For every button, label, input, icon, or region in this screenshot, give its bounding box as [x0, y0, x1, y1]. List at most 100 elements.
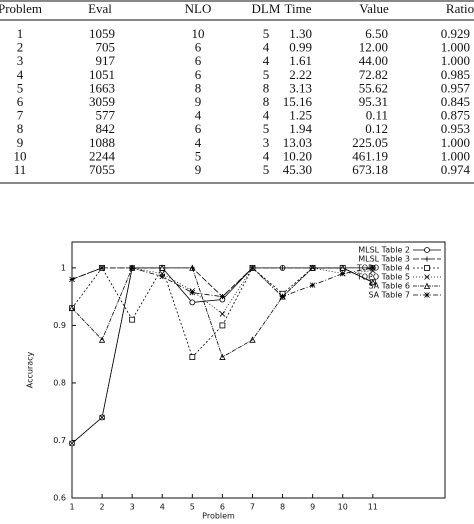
table-cell: 6.50 — [365, 26, 388, 41]
table-cell: 95.31 — [359, 94, 388, 109]
marker — [219, 293, 226, 300]
table-cell: 0.875 — [441, 108, 470, 123]
marker — [189, 289, 196, 296]
legend-marker — [424, 256, 430, 262]
marker — [339, 264, 346, 271]
table-cell: 3.13 — [289, 80, 312, 95]
table-cell: 917 — [96, 53, 116, 68]
legend-label: TOPO Table 4 — [356, 264, 410, 273]
marker — [99, 265, 105, 271]
accuracy-chart: 0.60.70.80.911 2 3 4 5 6 7 8 9 10 11ProblemAccurac… — [26, 241, 446, 521]
table-cell: 0.957 — [441, 80, 471, 95]
table-cell: 9 — [195, 162, 202, 177]
table-cell: 2 — [17, 40, 24, 55]
marker — [219, 322, 226, 329]
y-axis-label: Accuracy — [26, 351, 35, 388]
table-cell: 0.953 — [441, 121, 470, 136]
table-cell: 6 — [195, 67, 202, 82]
marker — [280, 265, 286, 271]
table-cell: 45.30 — [283, 162, 312, 177]
table-cell: 461.19 — [352, 148, 388, 163]
marker — [69, 440, 75, 447]
table-cell: 225.05 — [352, 135, 388, 150]
marker — [98, 336, 106, 343]
legend-label: SA Table 7 — [368, 291, 410, 300]
table-cell: 6 — [195, 53, 202, 68]
y-tick-label: 0.9 — [53, 321, 66, 330]
table-cell: 10 — [192, 26, 205, 41]
marker — [309, 264, 316, 271]
table-cell: 1.000 — [441, 135, 470, 150]
marker — [189, 264, 196, 271]
series-line — [71, 267, 373, 298]
table-cell: 0.985 — [441, 67, 470, 82]
legend-label: MLSL Table 2 — [358, 246, 410, 255]
legend-label: MLSL Table 3 — [358, 255, 410, 264]
x-tick-label: 11 — [368, 503, 378, 512]
table-cell: 5 — [263, 162, 270, 177]
legend-marker — [424, 274, 430, 280]
table-cell: 4 — [17, 67, 24, 82]
table-cell: 7 — [17, 108, 24, 123]
marker — [129, 316, 136, 323]
column-header: Eval — [88, 1, 112, 16]
marker — [249, 265, 256, 271]
table-cell: 1 — [17, 26, 24, 41]
table-cell: 9 — [17, 135, 24, 150]
table-cell: 1.000 — [441, 148, 470, 163]
x-tick-label: 8 — [280, 503, 285, 512]
table-cell: 72.82 — [359, 67, 388, 82]
x-tick-label: 10 — [338, 503, 348, 512]
table-cell: 1.61 — [289, 53, 312, 68]
table-cell: 0.12 — [365, 121, 388, 136]
table-cell: 0.845 — [441, 94, 470, 109]
marker — [189, 299, 196, 306]
column-header: NLO — [185, 1, 212, 16]
y-tick-label: 0.8 — [53, 378, 66, 387]
table-cell: 577 — [96, 108, 116, 123]
table-cell: 4 — [263, 148, 270, 163]
table-cell: 0.11 — [366, 108, 388, 123]
x-tick-label: 4 — [160, 503, 165, 512]
table-cell: 6 — [195, 40, 202, 55]
marker — [219, 311, 226, 317]
column-header: Value — [359, 1, 389, 16]
table-cell: 4 — [263, 53, 270, 68]
table-cell: 2244 — [89, 148, 116, 163]
table-cell: 10 — [14, 148, 27, 163]
series-line — [71, 267, 373, 444]
table-cell: 5 — [263, 67, 270, 82]
marker — [159, 264, 166, 271]
table-cell: 0.974 — [441, 162, 471, 177]
table-cell: 10.20 — [283, 148, 312, 163]
table-cell: 6 — [17, 94, 24, 109]
table-cell: 4 — [195, 108, 202, 123]
table-cell: 3 — [17, 53, 24, 68]
table-cell: 3059 — [89, 94, 115, 109]
table-cell: 4 — [263, 40, 270, 55]
table-cell: 1663 — [89, 80, 115, 95]
table-cell: 8 — [263, 80, 270, 95]
table-cell: 8 — [195, 80, 202, 95]
marker — [339, 270, 346, 277]
legend-marker — [423, 282, 431, 289]
table-cell: 842 — [96, 121, 116, 136]
table-cell: 8 — [17, 121, 24, 136]
marker — [189, 354, 196, 360]
table-cell: 6 — [195, 121, 202, 136]
marker — [69, 276, 75, 283]
table-cell: 1051 — [89, 67, 115, 82]
marker — [279, 293, 286, 300]
table-cell: 15.16 — [283, 94, 313, 109]
x-axis-label: Problem — [202, 512, 235, 521]
table-cell: 7055 — [89, 162, 115, 177]
table-cell: 673.18 — [352, 162, 388, 177]
table-cell: 4 — [263, 108, 270, 123]
legend-marker — [424, 292, 430, 298]
table-cell: 1.30 — [289, 26, 312, 41]
marker — [369, 278, 376, 286]
marker — [249, 336, 256, 343]
table-cell: 1088 — [89, 135, 115, 150]
